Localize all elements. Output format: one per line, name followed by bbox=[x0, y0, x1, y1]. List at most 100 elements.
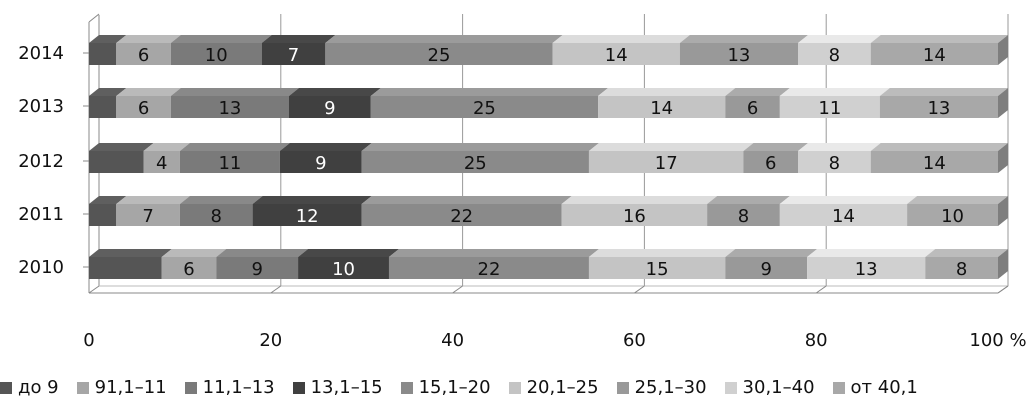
legend-label: от 40,1 bbox=[850, 377, 918, 398]
bar-top-face bbox=[588, 143, 754, 151]
x-tick-label: 20 bbox=[259, 330, 282, 351]
legend-item: 25,1–30 bbox=[616, 377, 707, 398]
bar-top-face bbox=[779, 196, 918, 204]
bar-segment bbox=[288, 96, 371, 118]
bar-segment bbox=[907, 204, 998, 226]
top-depth-edge bbox=[88, 13, 100, 23]
legend-swatch bbox=[508, 381, 521, 394]
legend-swatch bbox=[832, 381, 845, 394]
bar-segment bbox=[179, 151, 280, 173]
legend-item: 30,1–40 bbox=[724, 377, 815, 398]
y-tick-label: 2010 bbox=[18, 257, 64, 278]
bar-segment bbox=[870, 43, 998, 65]
data-label: 9 bbox=[315, 153, 326, 174]
bar-segment bbox=[370, 96, 599, 118]
legend-item: от 40,1 bbox=[832, 377, 918, 398]
bar-segment bbox=[161, 257, 217, 279]
legend-swatch bbox=[0, 381, 12, 394]
bar-top-face bbox=[179, 143, 290, 151]
x-tick-mark bbox=[997, 285, 1009, 294]
bar-top-face bbox=[552, 35, 690, 43]
bar-top-face bbox=[679, 35, 809, 43]
data-label: 6 bbox=[765, 153, 776, 174]
bar-segment bbox=[879, 96, 998, 118]
data-label: 11 bbox=[818, 98, 841, 119]
x-tick-label: 80 bbox=[805, 330, 828, 351]
bar-segment bbox=[89, 151, 144, 173]
x-tick-mark bbox=[270, 285, 282, 294]
bar-segment bbox=[807, 257, 926, 279]
legend-label: до 9 bbox=[18, 377, 59, 398]
bar-top-face bbox=[89, 35, 127, 43]
bar-segment bbox=[89, 257, 162, 279]
bar-top-face bbox=[743, 143, 809, 151]
bar-side-face bbox=[998, 88, 1008, 118]
bar-segment bbox=[552, 43, 680, 65]
data-label: 14 bbox=[923, 153, 946, 174]
x-tick-mark bbox=[634, 285, 645, 294]
bar-segment bbox=[89, 204, 117, 226]
data-label: 10 bbox=[205, 45, 228, 66]
data-label: 8 bbox=[956, 259, 967, 280]
data-label: 13 bbox=[727, 45, 750, 66]
stacked-bar-chart: 0 20 40 60 80 100 % 2014 2013 2012 2011 2010 6 10 7 25… bbox=[18, 13, 1027, 351]
data-label: 25 bbox=[428, 45, 451, 66]
bar-side-face bbox=[998, 35, 1008, 65]
legend-item: 13,1–15 bbox=[292, 377, 383, 398]
data-label: 11 bbox=[218, 153, 241, 174]
legend-label: 13,1–15 bbox=[310, 377, 383, 398]
bar-top-face bbox=[725, 249, 818, 257]
bar-segment bbox=[116, 204, 180, 226]
bar-top-face bbox=[288, 88, 381, 96]
bar-segment bbox=[925, 257, 998, 279]
bar-top-face bbox=[361, 196, 572, 204]
bar-top-face bbox=[388, 249, 599, 257]
bar-segment bbox=[216, 257, 299, 279]
legend-item: 15,1–20 bbox=[400, 377, 491, 398]
bar-top-face bbox=[170, 35, 272, 43]
bar-side-face bbox=[998, 196, 1008, 226]
legend-item: 11,1–13 bbox=[184, 377, 275, 398]
bar-top-face bbox=[116, 196, 190, 204]
bar-top-face bbox=[116, 88, 181, 96]
bar-top-face bbox=[925, 249, 1008, 257]
bar-top-face bbox=[89, 143, 154, 151]
x-tick-mark bbox=[88, 285, 100, 294]
data-label: 25 bbox=[464, 153, 487, 174]
data-label: 13 bbox=[218, 98, 241, 119]
x-tick-label: 40 bbox=[441, 330, 464, 351]
bar-segment bbox=[89, 96, 117, 118]
x-tick-mark bbox=[452, 285, 463, 294]
bar-segment bbox=[325, 43, 553, 65]
data-label: 7 bbox=[288, 45, 299, 66]
legend-swatch bbox=[724, 381, 737, 394]
bar-top-face bbox=[261, 35, 336, 43]
data-label: 8 bbox=[829, 45, 840, 66]
legend-label: 11,1–13 bbox=[202, 377, 275, 398]
bar-segment bbox=[116, 96, 171, 118]
data-label: 14 bbox=[605, 45, 628, 66]
bar-segment bbox=[779, 204, 908, 226]
bar-top-face bbox=[870, 143, 1008, 151]
bar-top-face bbox=[252, 196, 372, 204]
bar-top-face bbox=[907, 196, 1008, 204]
bar-top-face bbox=[870, 35, 1008, 43]
bar-top-face bbox=[161, 249, 227, 257]
bar-top-face bbox=[325, 35, 563, 43]
bar-top-face bbox=[89, 196, 127, 204]
bar-top-face bbox=[807, 249, 936, 257]
legend-item: 91,1–11 bbox=[76, 377, 167, 398]
bar-side-face bbox=[998, 143, 1008, 173]
legend-label: 30,1–40 bbox=[742, 377, 815, 398]
bar-top-face bbox=[798, 143, 881, 151]
bar-top-face bbox=[89, 249, 172, 257]
bar-segment bbox=[89, 43, 117, 65]
bar-segment bbox=[116, 43, 171, 65]
bar-top-face bbox=[216, 249, 309, 257]
legend-swatch bbox=[184, 381, 197, 394]
legend: до 9 91,1–11 11,1–13 13,1–15 15,1–20 20,1–25 2… bbox=[0, 377, 1035, 398]
bar-side-face bbox=[998, 249, 1008, 279]
bar-segment bbox=[561, 204, 708, 226]
data-label: 9 bbox=[251, 259, 262, 280]
data-label: 9 bbox=[760, 259, 771, 280]
